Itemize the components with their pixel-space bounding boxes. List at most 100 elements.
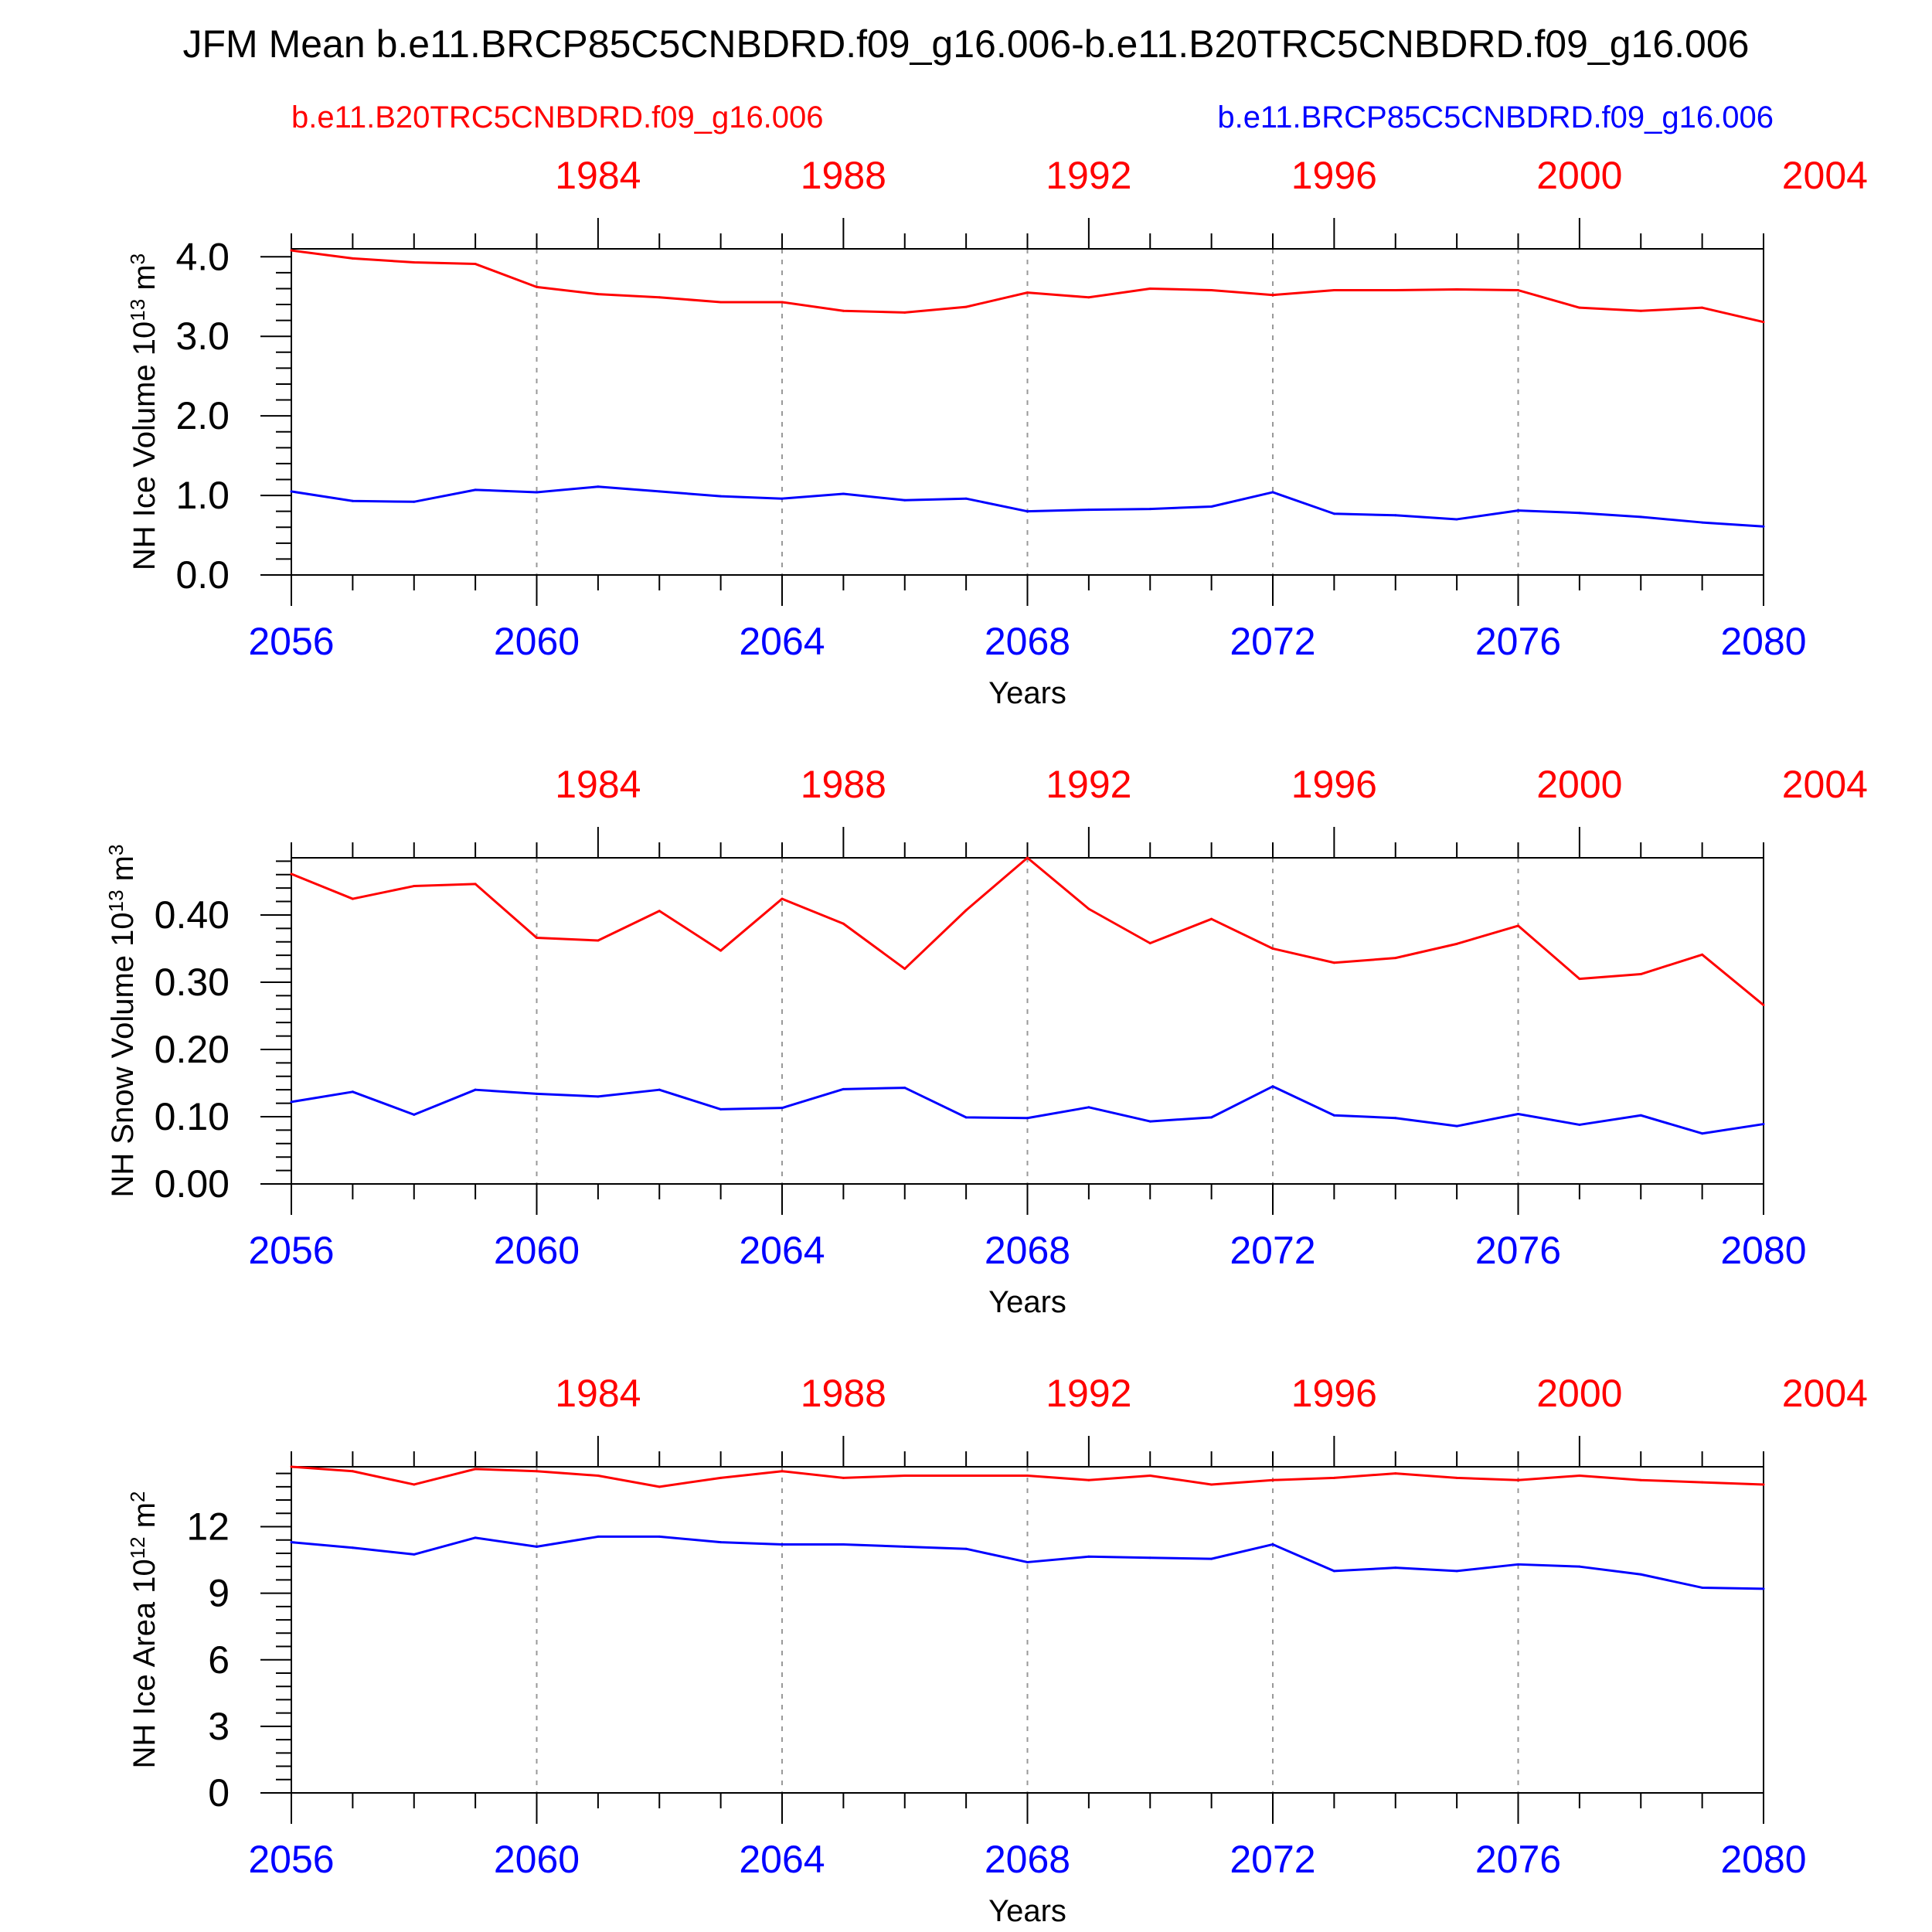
x-tick-label-top: 1996 bbox=[1291, 763, 1377, 806]
data-point bbox=[1639, 973, 1642, 976]
data-point bbox=[719, 1476, 723, 1479]
data-point bbox=[1087, 907, 1090, 910]
data-point bbox=[1087, 1106, 1090, 1109]
chart-panel-3: 2056 2060 2064 2068 2072 2076 2080 Years 1984 198… bbox=[126, 1372, 1868, 1928]
data-point bbox=[1332, 289, 1335, 292]
data-point bbox=[597, 1535, 600, 1538]
x-tick-label-top: 1984 bbox=[555, 763, 641, 806]
y-axis-label: NH Ice Area 1012 m2 bbox=[126, 1491, 162, 1768]
data-point bbox=[1026, 510, 1029, 513]
x-tick-label-top: 2000 bbox=[1536, 154, 1622, 197]
data-point bbox=[781, 1470, 784, 1473]
data-point bbox=[1148, 942, 1151, 945]
data-point bbox=[1578, 1474, 1581, 1477]
x-tick-label-top: 1992 bbox=[1046, 154, 1131, 197]
data-point bbox=[964, 909, 968, 912]
data-point bbox=[474, 1468, 477, 1471]
data-point bbox=[903, 968, 906, 971]
data-point bbox=[1210, 917, 1213, 920]
data-point bbox=[781, 497, 784, 500]
data-point bbox=[1271, 491, 1274, 494]
x-tick-label-top: 1988 bbox=[801, 1372, 886, 1415]
y-tick-label: 1.0 bbox=[175, 474, 230, 517]
data-point bbox=[1455, 287, 1458, 291]
data-point bbox=[1087, 1555, 1090, 1558]
data-point bbox=[536, 937, 538, 940]
data-point bbox=[903, 311, 906, 314]
data-point bbox=[597, 485, 600, 488]
y-tick-label: 0.40 bbox=[155, 893, 230, 937]
data-point bbox=[1578, 1565, 1581, 1568]
x-tick-label-bottom: 2060 bbox=[494, 1229, 580, 1272]
data-point bbox=[1332, 961, 1335, 964]
data-point bbox=[903, 1545, 906, 1548]
data-point bbox=[351, 499, 354, 502]
x-tick-label-bottom: 2056 bbox=[248, 1229, 334, 1272]
x-tick-label-bottom: 2072 bbox=[1230, 1838, 1315, 1881]
x-tick-label-top: 1984 bbox=[555, 1372, 641, 1415]
data-point bbox=[351, 897, 354, 900]
data-point bbox=[1639, 1478, 1642, 1481]
data-point bbox=[290, 1100, 293, 1104]
data-point bbox=[474, 263, 477, 266]
y-tick-label: 12 bbox=[186, 1505, 230, 1549]
data-point bbox=[842, 492, 845, 495]
x-tick-label-top: 2004 bbox=[1782, 1372, 1868, 1415]
y-tick-label: 2.0 bbox=[175, 394, 230, 437]
data-point bbox=[290, 490, 293, 493]
data-point bbox=[1148, 1120, 1151, 1123]
data-point bbox=[842, 1476, 845, 1479]
data-point bbox=[1210, 289, 1213, 292]
data-point bbox=[1271, 1543, 1274, 1546]
data-point bbox=[413, 1483, 416, 1486]
x-axis-label: Years bbox=[988, 676, 1066, 710]
data-point bbox=[1701, 306, 1704, 309]
y-tick-label: 0.10 bbox=[155, 1095, 230, 1138]
data-point bbox=[1578, 306, 1581, 309]
data-point bbox=[474, 1088, 477, 1091]
data-point bbox=[1701, 953, 1704, 956]
y-tick-label: 9 bbox=[208, 1572, 230, 1615]
data-point bbox=[1148, 1556, 1151, 1560]
chart-panel-2: 2056 2060 2064 2068 2072 2076 2080 Years 1984 198… bbox=[104, 763, 1868, 1319]
data-point bbox=[1271, 1478, 1274, 1481]
y-tick-label: 0 bbox=[208, 1771, 230, 1815]
y-axis-label: NH Ice Volume 1013 m3 bbox=[126, 253, 162, 570]
y-axis-label: NH Snow Volume 1013 m3 bbox=[104, 845, 140, 1198]
data-point bbox=[1762, 1123, 1765, 1126]
y-tick-label: 4.0 bbox=[175, 235, 230, 278]
data-point bbox=[719, 1107, 723, 1111]
legend-red-series-label: b.e11.B20TRC5CNBDRD.f09_g16.006 bbox=[291, 100, 824, 134]
data-point bbox=[842, 922, 845, 925]
data-point bbox=[842, 1087, 845, 1090]
data-point bbox=[474, 883, 477, 886]
data-point bbox=[964, 1547, 968, 1550]
data-point bbox=[1026, 1117, 1029, 1120]
data-point bbox=[658, 1535, 661, 1538]
data-point bbox=[658, 1485, 661, 1488]
data-point bbox=[1210, 1557, 1213, 1560]
x-tick-label-top: 2004 bbox=[1782, 763, 1868, 806]
data-point bbox=[903, 1474, 906, 1477]
data-point bbox=[1394, 1472, 1397, 1475]
x-tick-label-top: 1988 bbox=[801, 154, 886, 197]
data-point bbox=[1271, 947, 1274, 950]
data-point bbox=[1762, 1004, 1765, 1007]
data-point bbox=[597, 293, 600, 296]
data-point bbox=[1332, 1476, 1335, 1479]
x-tick-label-bottom: 2056 bbox=[248, 620, 334, 663]
data-point bbox=[1332, 1570, 1335, 1573]
data-point bbox=[536, 1092, 538, 1095]
data-point bbox=[903, 498, 906, 502]
data-point bbox=[1639, 1573, 1642, 1576]
data-point bbox=[351, 1546, 354, 1549]
data-point bbox=[536, 285, 538, 288]
x-tick-label-bottom: 2068 bbox=[985, 1838, 1070, 1881]
data-point bbox=[290, 1541, 293, 1544]
y-tick-label: 0.0 bbox=[175, 553, 230, 597]
data-point bbox=[719, 1541, 723, 1544]
x-tick-label-bottom: 2080 bbox=[1720, 1229, 1806, 1272]
data-point bbox=[964, 305, 968, 308]
data-point bbox=[658, 910, 661, 913]
data-point bbox=[1394, 957, 1397, 960]
